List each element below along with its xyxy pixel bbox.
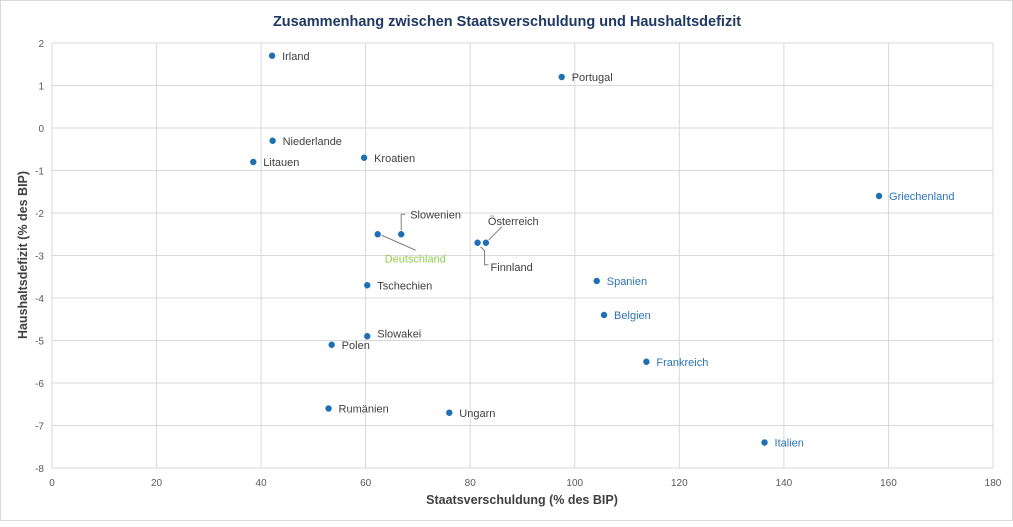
x-tick-label: 20 (151, 478, 163, 489)
y-tick-label: -6 (35, 379, 44, 390)
label-belgien: Belgien (614, 310, 651, 322)
leader-deutschland (382, 235, 416, 250)
y-tick-label: 1 (38, 82, 44, 93)
x-tick-label: 180 (985, 478, 1002, 489)
point-belgien (601, 312, 607, 318)
point-kroatien (361, 155, 367, 161)
point-tschechien (364, 282, 370, 288)
y-axis-label: Haushaltsdefizit (% des BIP) (16, 171, 30, 339)
y-tick-label: -2 (35, 209, 44, 220)
x-tick-label: 160 (880, 478, 897, 489)
chart-title: Zusammenhang zwischen Staatsverschuldung… (273, 14, 741, 30)
point-finnland (474, 240, 480, 246)
label-griechenland: Griechenland (889, 191, 954, 203)
y-tick-label: -1 (35, 167, 44, 178)
label-frankreich: Frankreich (656, 357, 708, 369)
scatter-chart: Zusammenhang zwischen Staatsverschuldung… (1, 1, 1013, 522)
label-tschechien: Tschechien (377, 280, 432, 292)
label-litauen: Litauen (263, 157, 299, 169)
label-slowakei: Slowakei (377, 328, 421, 340)
y-tick-label: -3 (35, 252, 44, 263)
x-tick-label: 140 (776, 478, 793, 489)
y-tick-label: 0 (38, 124, 44, 135)
point-rumanien (325, 405, 331, 411)
x-tick-label: 60 (360, 478, 372, 489)
point-portugal (559, 74, 565, 80)
label-rumanien: Rumänien (339, 404, 389, 416)
leader-slowenien (401, 214, 405, 230)
label-osterreich: Österreich (488, 216, 539, 228)
chart-frame: Zusammenhang zwischen Staatsverschuldung… (0, 0, 1013, 521)
label-deutschland: Deutschland (385, 253, 446, 265)
label-polen: Polen (342, 340, 370, 352)
point-irland (269, 53, 275, 59)
label-ungarn: Ungarn (459, 408, 495, 420)
label-irland: Irland (282, 51, 310, 63)
y-tick-label: -4 (35, 294, 44, 305)
point-griechenland (876, 193, 882, 199)
point-niederlande (269, 138, 275, 144)
point-slowenien (398, 231, 404, 237)
point-italien (761, 439, 767, 445)
x-tick-label: 100 (566, 478, 583, 489)
label-slowenien: Slowenien (410, 209, 461, 221)
point-frankreich (643, 359, 649, 365)
y-axis-ticks: 2 1 0 -1 -2 -3 -4 -5 -6 -7 -8 (35, 39, 44, 475)
x-axis-label: Staatsverschuldung (% des BIP) (426, 493, 618, 507)
label-italien: Italien (775, 438, 804, 450)
point-ungarn (446, 410, 452, 416)
y-tick-label: -8 (35, 464, 44, 475)
label-niederlande: Niederlande (283, 136, 342, 148)
data-points (250, 53, 882, 446)
data-labels: Irland Portugal Niederlande Litauen Kroatien… (263, 51, 954, 450)
label-portugal: Portugal (572, 72, 613, 84)
label-spanien: Spanien (607, 276, 647, 288)
point-osterreich (483, 240, 489, 246)
x-axis-ticks: 0 20 40 60 80 100 120 140 160 180 (49, 478, 1002, 489)
label-kroatien: Kroatien (374, 153, 415, 165)
point-polen (328, 342, 334, 348)
point-litauen (250, 159, 256, 165)
y-tick-label: 2 (38, 39, 44, 50)
x-tick-label: 40 (256, 478, 268, 489)
y-tick-label: -7 (35, 422, 44, 433)
x-tick-label: 80 (465, 478, 477, 489)
label-finnland: Finnland (491, 262, 533, 274)
y-tick-label: -5 (35, 337, 44, 348)
point-deutschland (374, 231, 380, 237)
point-spanien (594, 278, 600, 284)
x-tick-label: 0 (49, 478, 55, 489)
x-tick-label: 120 (671, 478, 688, 489)
leader-osterreich (489, 227, 502, 240)
grid (52, 43, 993, 468)
point-slowakei (364, 333, 370, 339)
